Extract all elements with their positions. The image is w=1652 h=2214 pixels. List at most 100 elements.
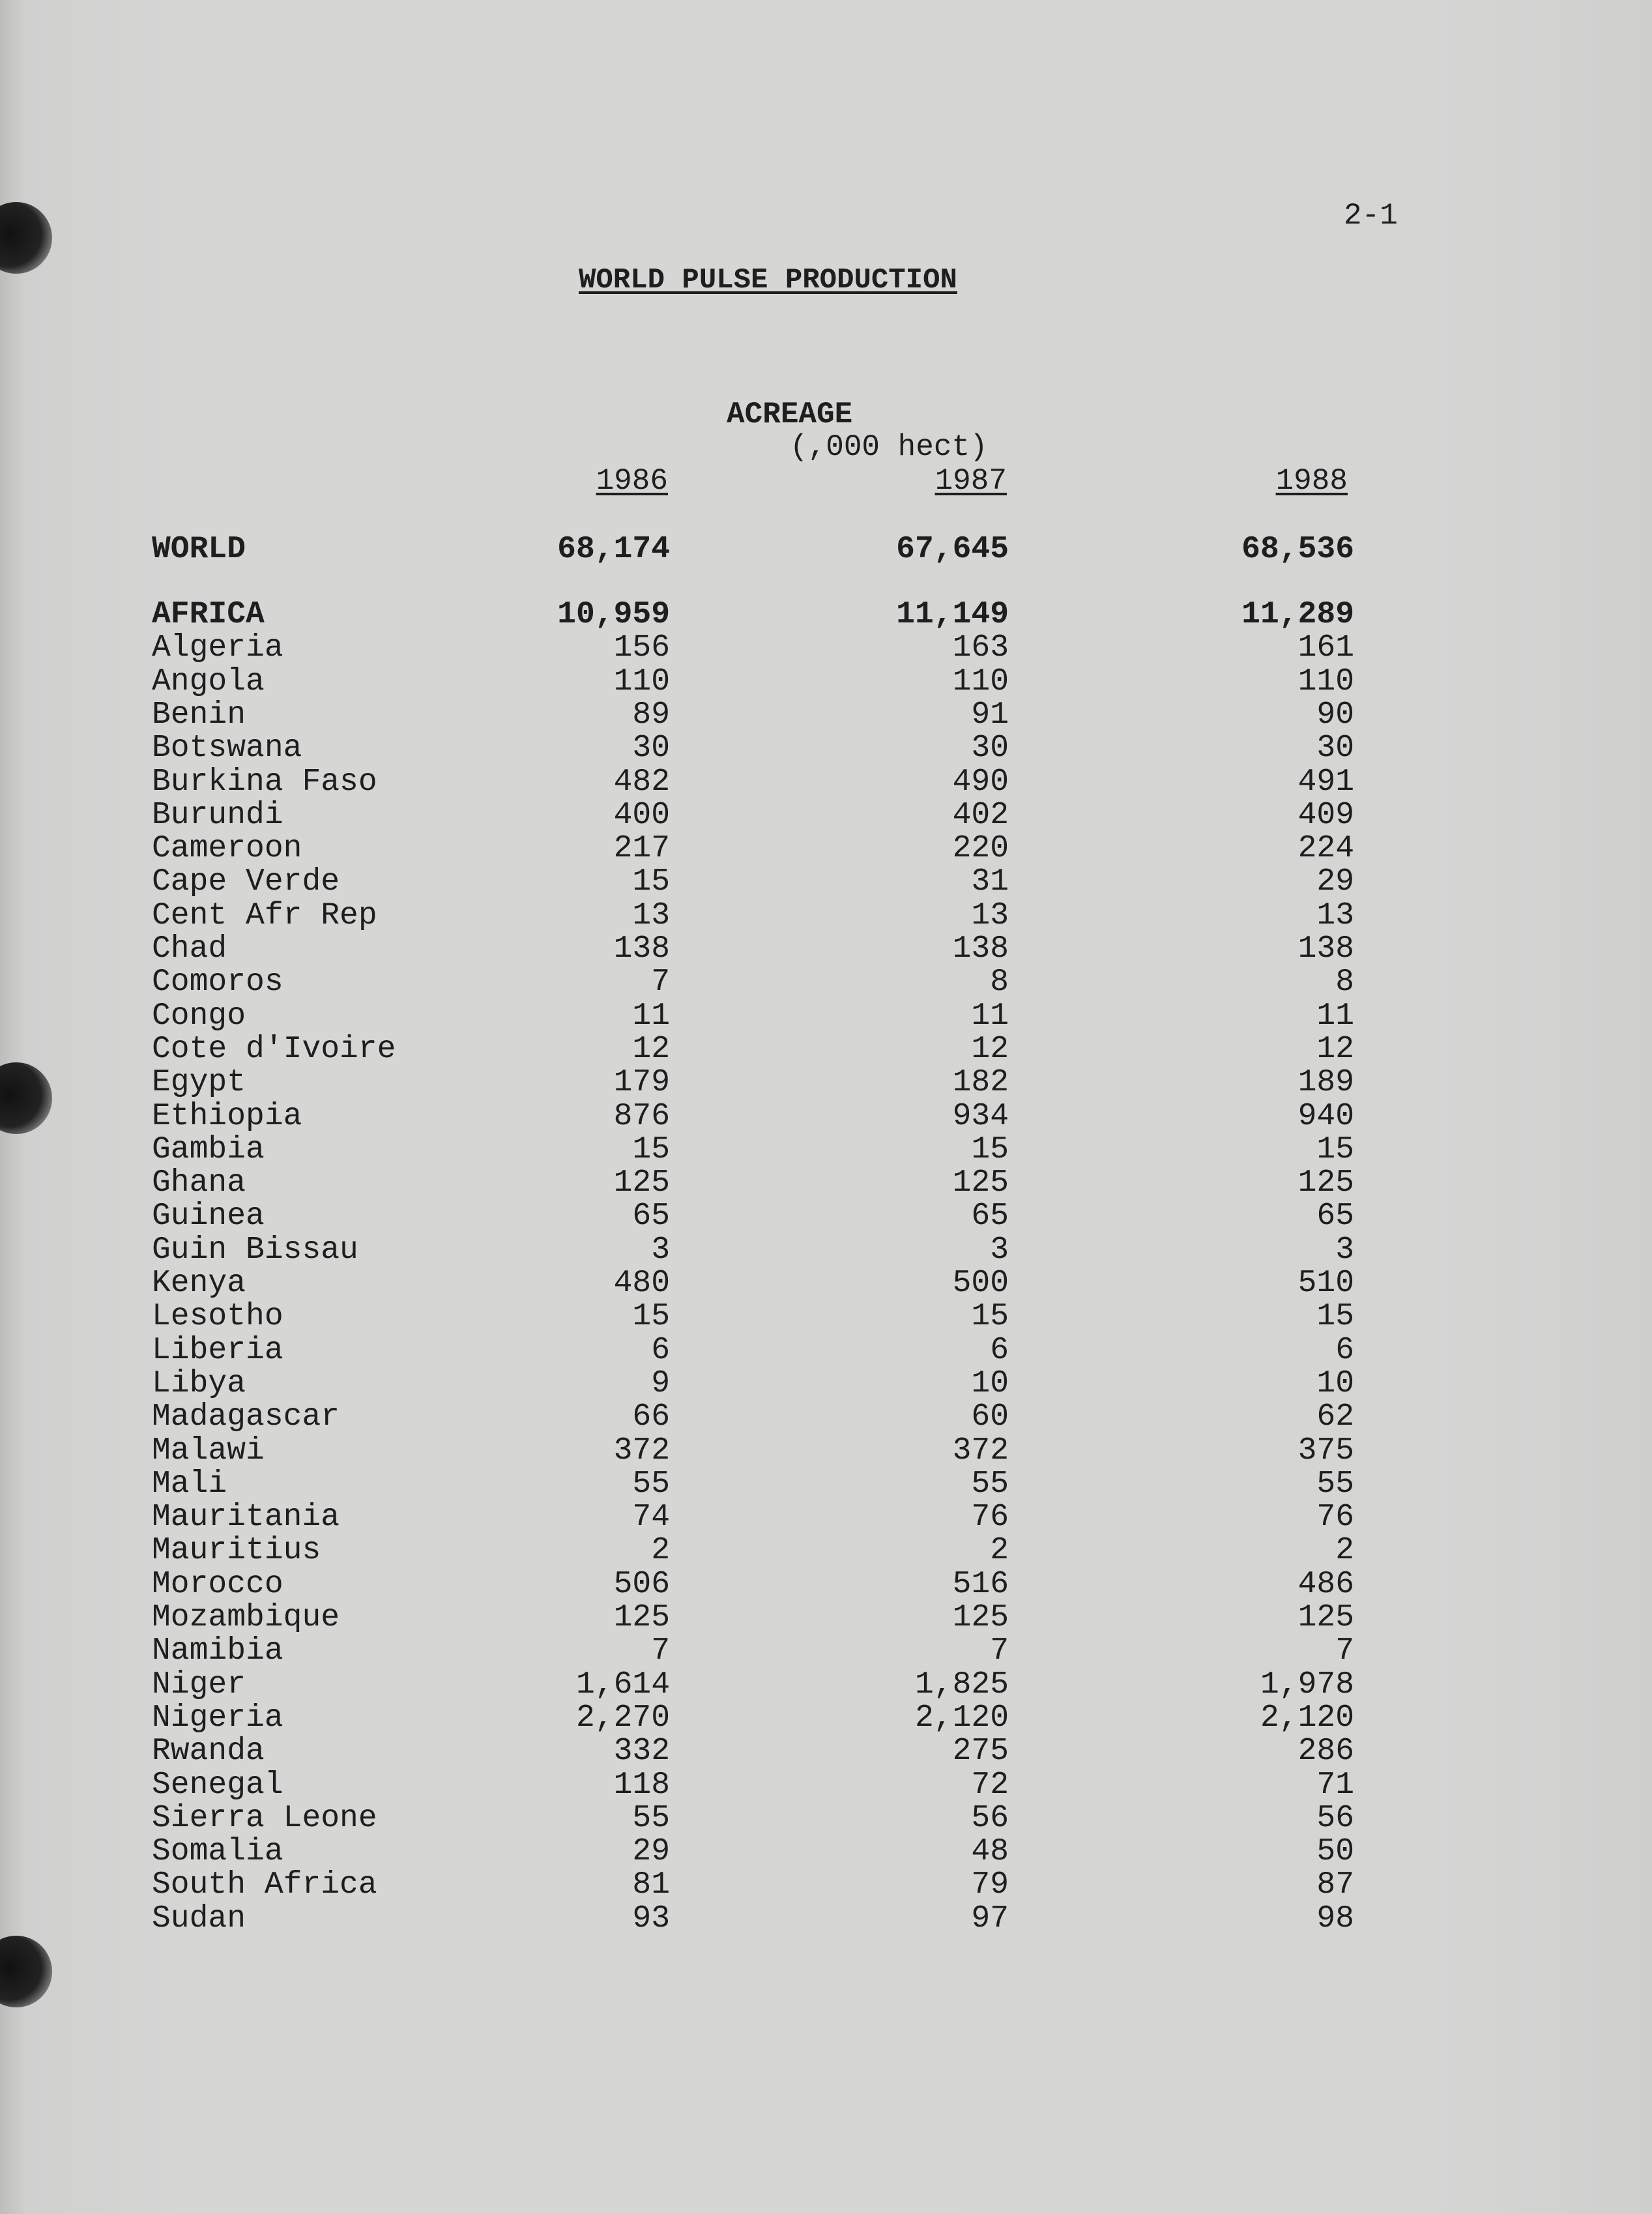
country-name: Sierra Leone <box>152 1800 377 1836</box>
value-1988: 8 <box>1335 965 1354 1000</box>
value-1986: 9 <box>651 1365 670 1401</box>
value-1988: 90 <box>1316 697 1354 733</box>
value-1987: 55 <box>971 1466 1009 1502</box>
value-1986: 110 <box>613 663 670 699</box>
value-1987: 138 <box>952 931 1009 967</box>
country-name: Libya <box>152 1365 246 1401</box>
value-1988: 30 <box>1316 731 1354 766</box>
table-row: Burundi 400 402 409 <box>0 797 1652 833</box>
country-name: Lesotho <box>152 1299 283 1335</box>
country-name: Somalia <box>152 1834 283 1870</box>
value-1986: 7 <box>651 1633 670 1669</box>
country-name: Ethiopia <box>152 1098 302 1134</box>
value-1986: 30 <box>632 731 670 766</box>
year-header-1987: 1987 <box>935 464 1007 498</box>
table-row: Sudan 93 97 98 <box>0 1902 1652 1936</box>
table-row: Morocco 506 516 486 <box>0 1566 1652 1602</box>
value-1987: 31 <box>971 864 1009 900</box>
value-1988: 15 <box>1316 1131 1354 1167</box>
table-row: Niger 1,614 1,825 1,978 <box>0 1668 1652 1702</box>
value-1986: 74 <box>632 1500 670 1536</box>
country-name: WORLD <box>152 532 246 567</box>
table-row: Mali 55 55 55 <box>0 1466 1652 1502</box>
value-1986: 6 <box>651 1332 670 1368</box>
value-1986: 55 <box>632 1466 670 1502</box>
table-row: AFRICA 10,959 11,149 11,289 <box>0 598 1652 632</box>
country-name: AFRICA <box>152 597 265 632</box>
table-row: Comoros 7 8 8 <box>0 966 1652 999</box>
value-1987: 2 <box>990 1533 1009 1569</box>
country-name: Comoros <box>152 965 283 1000</box>
table-row: Kenya 480 500 510 <box>0 1267 1652 1300</box>
value-1988: 409 <box>1297 797 1354 833</box>
country-name: Liberia <box>152 1332 283 1368</box>
table-row: Cape Verde 15 31 29 <box>0 866 1652 899</box>
table-row: Libya 9 10 10 <box>0 1367 1652 1401</box>
country-name: Botswana <box>152 731 302 766</box>
value-1988: 55 <box>1316 1466 1354 1502</box>
table-row: Ethiopia 876 934 940 <box>0 1100 1652 1133</box>
table-row: Algeria 156 163 161 <box>0 632 1652 665</box>
table-row: Senegal 118 72 71 <box>0 1767 1652 1803</box>
value-1986: 3 <box>651 1232 670 1268</box>
country-name: Burkina Faso <box>152 764 377 800</box>
country-name: Guinea <box>152 1199 265 1234</box>
country-name: Cote d'Ivoire <box>152 1031 396 1067</box>
year-header-1988: 1988 <box>1275 464 1348 498</box>
value-1986: 68,174 <box>557 532 670 567</box>
table-row: Nigeria 2,270 2,120 2,120 <box>0 1701 1652 1735</box>
table-row: South Africa 81 79 87 <box>0 1869 1652 1902</box>
country-name: Malawi <box>152 1433 265 1468</box>
table-row: Liberia 6 6 6 <box>0 1332 1652 1368</box>
value-1988: 11,289 <box>1241 597 1354 632</box>
country-name: Mozambique <box>152 1600 340 1635</box>
value-1987: 48 <box>971 1834 1009 1870</box>
value-1987: 72 <box>971 1767 1009 1803</box>
table-row: Mauritius 2 2 2 <box>0 1534 1652 1567</box>
value-1986: 400 <box>613 797 670 833</box>
table-row: Somalia 29 48 50 <box>0 1835 1652 1869</box>
value-1986: 118 <box>613 1767 670 1803</box>
value-1986: 876 <box>613 1098 670 1134</box>
value-1986: 372 <box>613 1433 670 1468</box>
value-1986: 55 <box>632 1800 670 1836</box>
value-1986: 10,959 <box>557 597 670 632</box>
binder-hole <box>0 202 52 274</box>
value-1987: 56 <box>971 1800 1009 1836</box>
country-name: Rwanda <box>152 1734 265 1770</box>
value-1987: 1,825 <box>914 1667 1009 1702</box>
table-row: Egypt 179 182 189 <box>0 1066 1652 1100</box>
value-1986: 15 <box>632 1131 670 1167</box>
table-row: Mauritania 74 76 76 <box>0 1501 1652 1534</box>
value-1988: 486 <box>1297 1566 1354 1602</box>
value-1986: 66 <box>632 1399 670 1435</box>
year-header-1986: 1986 <box>596 464 668 498</box>
value-1986: 11 <box>632 998 670 1034</box>
value-1986: 93 <box>632 1901 670 1936</box>
value-1988: 2 <box>1335 1533 1354 1569</box>
value-1987: 10 <box>971 1365 1009 1401</box>
value-1987: 3 <box>990 1232 1009 1268</box>
value-1988: 76 <box>1316 1500 1354 1536</box>
value-1987: 60 <box>971 1399 1009 1435</box>
country-name: Namibia <box>152 1633 283 1669</box>
value-1987: 11,149 <box>896 597 1009 632</box>
value-1987: 91 <box>971 697 1009 733</box>
table-row: Gambia 15 15 15 <box>0 1133 1652 1167</box>
value-1986: 65 <box>632 1199 670 1234</box>
value-1987: 67,645 <box>896 532 1009 567</box>
value-1986: 125 <box>613 1600 670 1635</box>
value-1988: 110 <box>1297 663 1354 699</box>
value-1987: 372 <box>952 1433 1009 1468</box>
value-1988: 98 <box>1316 1901 1354 1936</box>
value-1988: 68,536 <box>1241 532 1354 567</box>
value-1988: 65 <box>1316 1199 1354 1234</box>
value-1987: 500 <box>952 1266 1009 1301</box>
country-name: Cent Afr Rep <box>152 897 377 933</box>
binder-hole <box>0 1936 52 2007</box>
table-row: Benin 89 91 90 <box>0 697 1652 733</box>
table-row: Burkina Faso 482 490 491 <box>0 764 1652 800</box>
table-row: Rwanda 332 275 286 <box>0 1735 1652 1768</box>
country-name: Mauritania <box>152 1500 340 1536</box>
